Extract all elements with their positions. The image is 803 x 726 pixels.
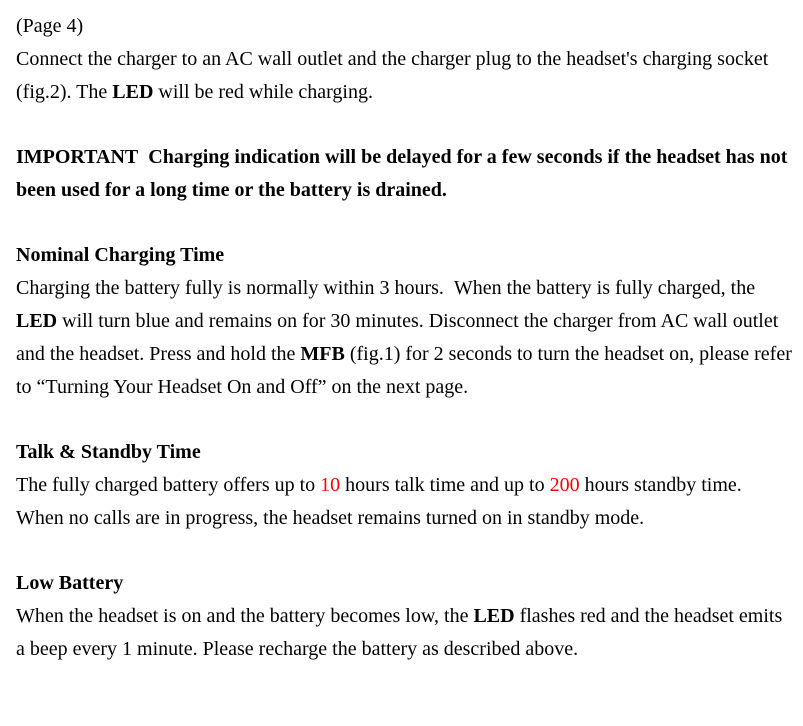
talk-hours-value: 10 (320, 474, 340, 496)
intro-paragraph: Connect the charger to an AC wall outlet… (16, 43, 793, 109)
page-number: (Page 4) (16, 10, 793, 43)
spacer (16, 535, 793, 567)
low-heading: Low Battery (16, 567, 793, 600)
nominal-heading: Nominal Charging Time (16, 239, 793, 272)
spacer (16, 404, 793, 436)
spacer (16, 207, 793, 239)
talk-paragraph: The fully charged battery offers up to 1… (16, 469, 793, 535)
nominal-spacer (444, 277, 454, 299)
talk-heading: Talk & Standby Time (16, 436, 793, 469)
talk-t1: The fully charged battery offers up to (16, 474, 320, 496)
spacer (16, 109, 793, 141)
important-spacer (138, 146, 148, 168)
led-term: LED (16, 310, 57, 332)
led-term: LED (112, 81, 153, 103)
low-paragraph: When the headset is on and the battery b… (16, 600, 793, 666)
led-term: LED (473, 605, 514, 627)
standby-hours-value: 200 (550, 474, 580, 496)
nominal-t1: Charging the battery fully is normally w… (16, 277, 444, 299)
important-label: IMPORTANT (16, 146, 138, 168)
intro-text-2: will be red while charging. (153, 81, 373, 103)
mfb-term: MFB (300, 343, 344, 365)
important-paragraph: IMPORTANT Charging indication will be de… (16, 141, 793, 207)
low-t1: When the headset is on and the battery b… (16, 605, 473, 627)
nominal-paragraph: Charging the battery fully is normally w… (16, 272, 793, 404)
nominal-t2: When the battery is fully charged, the (454, 277, 755, 299)
document-body: (Page 4) Connect the charger to an AC wa… (16, 10, 793, 666)
talk-t2: hours talk time and up to (340, 474, 549, 496)
